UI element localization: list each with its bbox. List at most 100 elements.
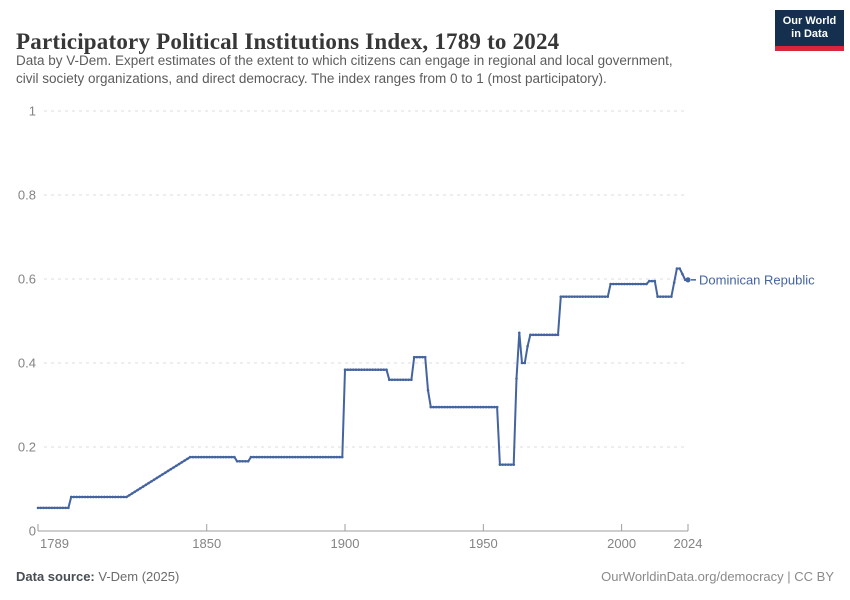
year-point — [119, 495, 123, 499]
year-point — [263, 455, 267, 459]
year-point — [493, 405, 496, 409]
year-point — [529, 333, 532, 337]
year-point — [299, 455, 303, 459]
year-point — [623, 282, 626, 286]
data-source-value: V-Dem (2025) — [94, 569, 180, 584]
year-point — [429, 405, 433, 409]
year-point — [177, 462, 181, 466]
year-point — [357, 368, 361, 372]
year-point — [58, 506, 62, 510]
entity-label-dominican-republic[interactable]: Dominican Republic — [699, 272, 815, 287]
year-point — [188, 455, 192, 459]
license-link[interactable]: OurWorldinData.org/democracy | CC BY — [601, 569, 834, 584]
year-point — [537, 333, 540, 337]
year-point — [64, 506, 67, 510]
year-point — [487, 405, 491, 409]
year-point — [484, 405, 488, 409]
year-point — [415, 355, 419, 359]
year-point — [459, 405, 463, 409]
y-tick-label: 0.8 — [18, 188, 36, 203]
year-point — [656, 295, 659, 298]
year-point — [97, 495, 101, 499]
year-point — [108, 495, 112, 499]
year-point — [224, 455, 228, 459]
data-source-label: Data source: — [16, 569, 95, 584]
chart-subtitle-line2: civil society organizations, and direct … — [16, 70, 607, 86]
year-point — [639, 282, 643, 286]
year-point — [307, 455, 311, 459]
year-point — [470, 405, 474, 409]
year-point — [288, 455, 292, 459]
year-point — [150, 480, 153, 483]
series-end-dot — [685, 277, 691, 283]
year-point — [631, 282, 634, 286]
year-point — [647, 279, 651, 283]
year-point — [78, 495, 81, 499]
year-point — [266, 455, 269, 459]
year-point — [161, 473, 164, 476]
year-point — [490, 405, 493, 409]
year-point — [335, 455, 339, 459]
year-point — [147, 481, 150, 485]
year-point — [407, 378, 410, 382]
year-point — [144, 483, 148, 487]
y-tick-label: 0.6 — [18, 272, 36, 287]
year-point — [241, 459, 244, 463]
year-point — [426, 389, 430, 392]
year-point — [473, 405, 477, 409]
year-point — [158, 474, 162, 478]
year-point — [222, 455, 225, 459]
year-point — [476, 405, 480, 409]
owid-logo-line1: Our World — [782, 14, 837, 27]
year-point — [89, 495, 92, 499]
x-tick-label: 1789 — [40, 536, 69, 551]
year-point — [338, 455, 341, 459]
year-point — [675, 267, 679, 270]
year-point — [327, 455, 330, 459]
year-point — [515, 377, 518, 380]
y-tick-label: 1 — [29, 104, 36, 119]
year-point — [589, 295, 593, 298]
year-point — [645, 282, 648, 286]
year-point — [80, 495, 84, 499]
year-point — [186, 457, 189, 461]
year-point — [498, 463, 502, 466]
year-point — [216, 455, 220, 459]
year-point — [136, 488, 139, 492]
year-point — [468, 405, 471, 409]
year-point — [363, 368, 366, 372]
page-title: Participatory Political Institutions Ind… — [16, 29, 560, 55]
year-point — [598, 295, 601, 298]
year-point — [141, 485, 145, 488]
year-point — [614, 282, 618, 286]
year-point — [152, 478, 156, 481]
owid-logo-line2: in Data — [791, 28, 828, 40]
year-point — [321, 455, 325, 459]
year-point — [316, 455, 319, 459]
year-point — [595, 295, 599, 298]
year-point — [393, 378, 397, 382]
year-point — [269, 455, 272, 459]
year-point — [116, 495, 120, 499]
year-point — [368, 368, 372, 372]
year-point — [628, 282, 632, 286]
year-point — [553, 333, 557, 337]
year-point — [506, 463, 510, 466]
year-point — [625, 282, 629, 286]
owid-logo[interactable]: Our World in Data — [775, 10, 844, 51]
year-point — [252, 455, 256, 459]
year-point — [230, 455, 233, 459]
year-point — [495, 405, 499, 409]
year-point — [606, 295, 610, 298]
year-point — [352, 368, 355, 372]
year-point — [105, 495, 109, 499]
year-point — [365, 368, 369, 372]
year-point — [291, 455, 294, 459]
year-point — [501, 463, 504, 466]
data-source[interactable]: Data source: V-Dem (2025) — [16, 569, 179, 584]
year-point — [410, 378, 413, 382]
year-point — [285, 455, 289, 459]
year-point — [349, 368, 352, 372]
year-point — [277, 455, 280, 459]
